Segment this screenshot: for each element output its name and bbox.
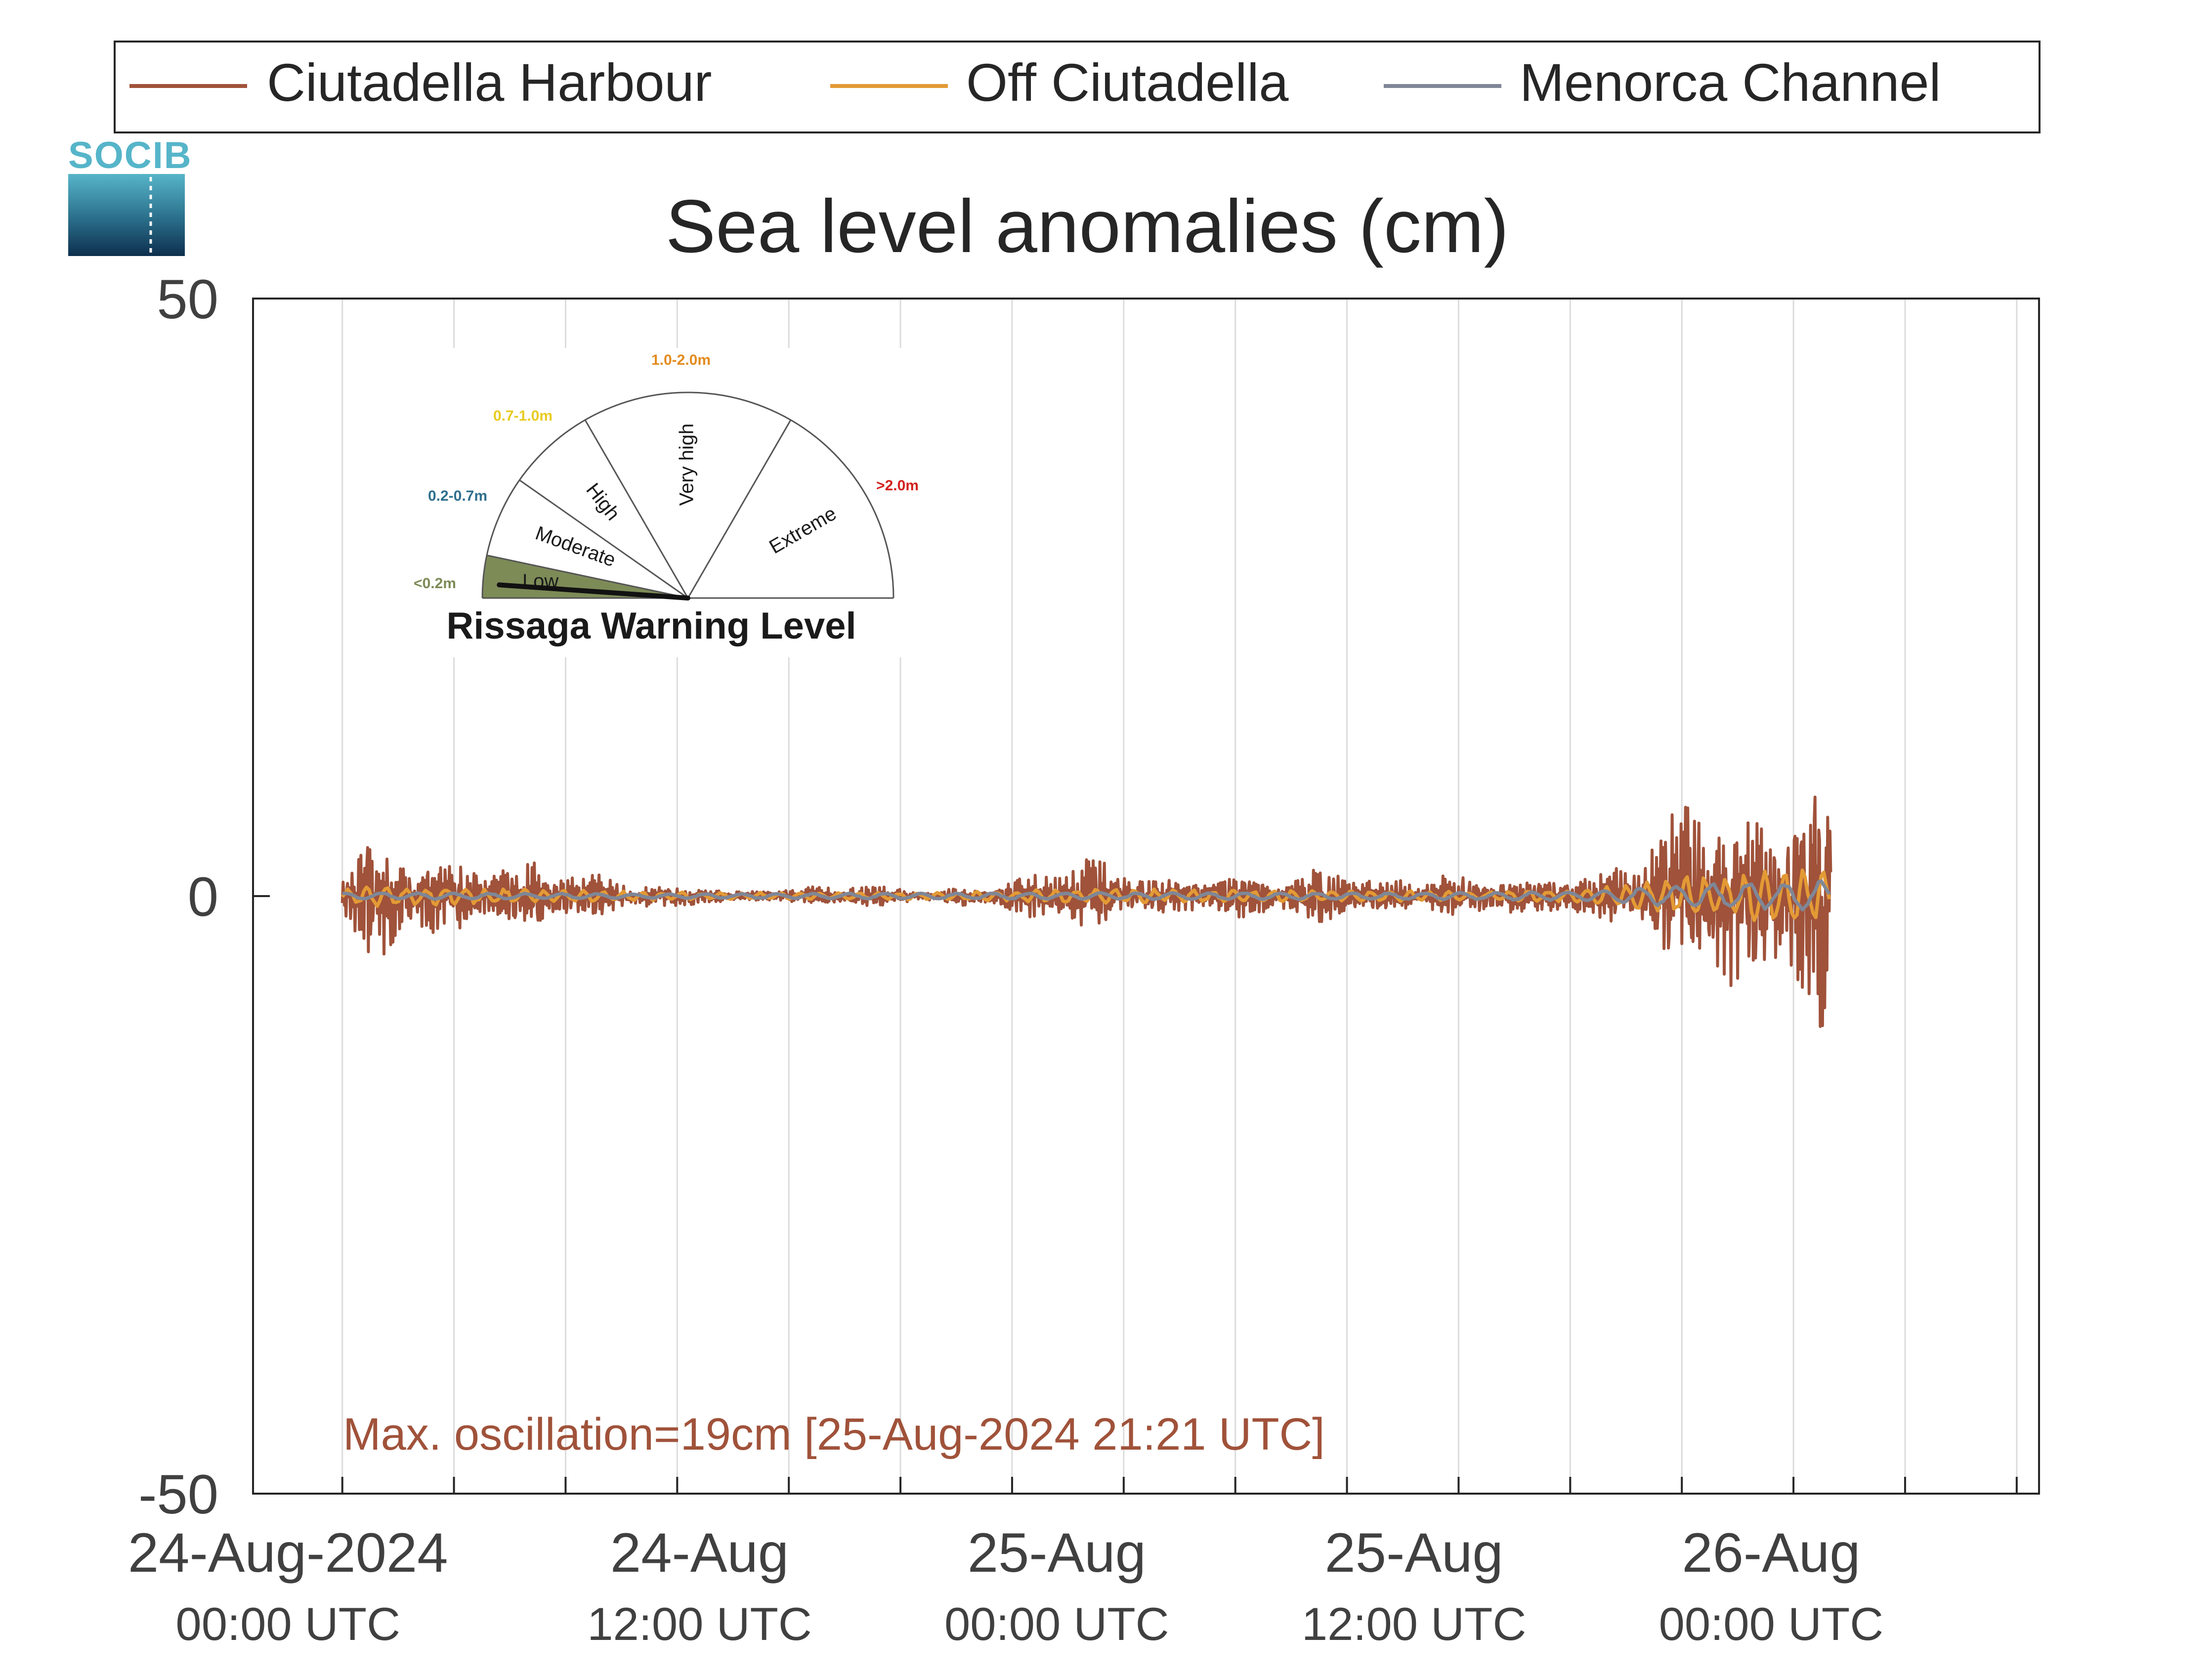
legend-label: Ciutadella Harbour [267,52,712,112]
socib-logo-mark [68,174,185,256]
x-tick-label-date: 26-Aug [1682,1522,1860,1584]
series-lines [340,795,1832,1028]
x-tick-label-date: 25-Aug [1325,1522,1503,1584]
y-tick-label: 0 [188,866,218,928]
tick-marks [253,298,2018,1495]
gauge-title: Rissaga Warning Level [446,605,856,647]
gauge-background [401,348,928,657]
max-oscillation-annotation: Max. oscillation=19cm [25-Aug-2024 21:21… [343,1409,1325,1460]
legend-label: Off Ciutadella [966,52,1289,112]
x-tick-label-date: 25-Aug [968,1522,1146,1584]
gauge-divider [584,419,689,599]
gauge-level-range: 1.0-2.0m [651,352,711,368]
x-tick-label-time: 00:00 UTC [944,1598,1169,1650]
socib-logo-text: SOCIB [68,134,192,176]
x-tick-label-date: 24-Aug-2024 [128,1522,448,1584]
x-tick-label-time: 12:00 UTC [1302,1598,1527,1650]
gauge-level-label: Very high [676,424,698,506]
x-axis-tick-labels: 24-Aug-2024 00:00 UTC 24-Aug 12:00 UTC 25-Au… [128,1522,1883,1650]
x-tick-label-date: 24-Aug [610,1522,789,1584]
legend-label: Menorca Channel [1520,52,1941,112]
gauge-divider [519,479,688,599]
x-tick-label-time: 00:00 UTC [175,1598,400,1650]
gauge-needle [497,582,690,601]
gauge-level-range: 0.2-0.7m [428,488,487,504]
legend-box [114,41,2041,133]
series-line-menorca-channel [342,879,1831,912]
y-axis-tick-labels: -50 0 50 [138,268,218,1525]
x-tick-label-time: 12:00 UTC [587,1598,812,1650]
x-tick-label-time: 00:00 UTC [1659,1598,1884,1650]
socib-logo: SOCIB [68,134,192,256]
chart-title: Sea level anomalies (cm) [666,184,1509,268]
gauge-level-range: <0.2m [414,575,456,592]
gauge-divider [687,419,792,599]
gauge-arc [481,391,894,599]
y-tick-label: -50 [138,1463,218,1525]
gauge-level-range: 0.7-1.0m [493,408,553,424]
gauge-divider [486,555,688,599]
gauge-level-range: >2.0m [876,477,919,494]
legend: Ciutadella Harbour Off Ciutadella Menorca … [114,41,2041,133]
y-tick-label: 50 [157,268,218,330]
series-line-ciutadella-harbour [340,795,1832,1028]
